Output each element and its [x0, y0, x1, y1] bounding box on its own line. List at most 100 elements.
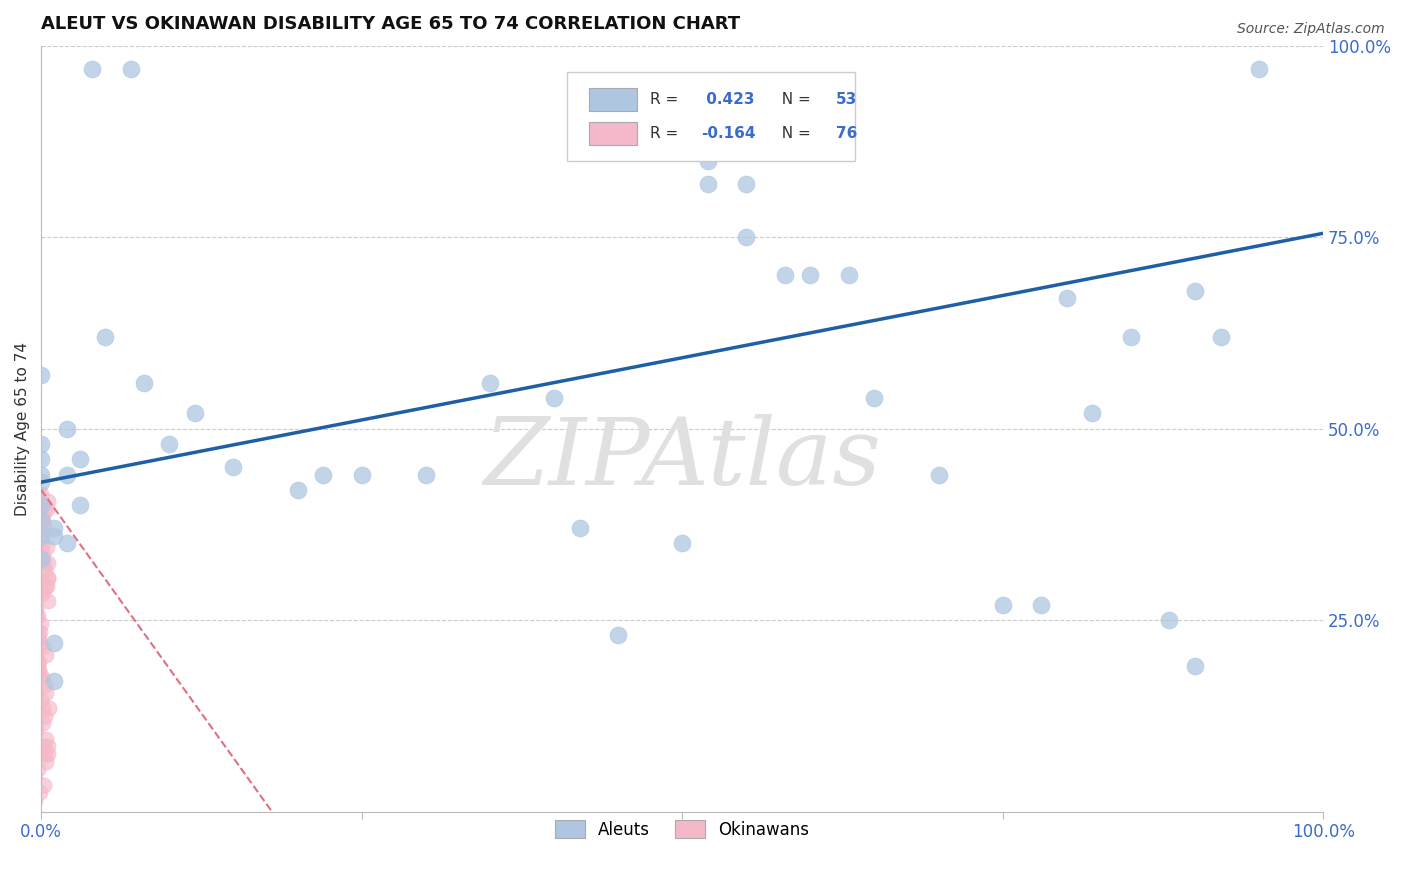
Point [1209, 329, 1232, 343]
Point [24, 770, 46, 784]
Point [32, 778, 55, 792]
Point [28, 632, 51, 647]
Point [27, 624, 49, 639]
Point [22, 533, 45, 547]
FancyBboxPatch shape [589, 87, 637, 111]
Point [35, 578, 58, 592]
Point [30, 529, 52, 543]
Text: 0.423: 0.423 [702, 92, 755, 107]
Point [34, 556, 56, 570]
Point [25, 716, 48, 731]
Point [27, 524, 49, 539]
Point [607, 628, 630, 642]
Point [37, 594, 59, 608]
FancyBboxPatch shape [567, 72, 855, 161]
Point [31, 701, 53, 715]
Point [42, 529, 65, 543]
Point [22, 724, 45, 739]
Point [132, 376, 155, 390]
Point [37, 578, 59, 592]
Point [30, 467, 52, 482]
Point [34, 739, 56, 754]
Text: R =: R = [650, 92, 683, 107]
Point [55, 421, 77, 435]
Point [25, 586, 48, 600]
Point [27, 640, 49, 654]
Point [991, 598, 1014, 612]
Point [30, 486, 52, 500]
Point [22, 708, 45, 723]
Point [22, 731, 45, 746]
Point [35, 755, 58, 769]
Point [24, 524, 46, 539]
Point [25, 548, 48, 562]
Point [34, 563, 56, 577]
Point [1029, 598, 1052, 612]
Point [37, 556, 59, 570]
Point [24, 793, 46, 807]
Text: 76: 76 [837, 127, 858, 141]
Point [25, 601, 48, 615]
Point [735, 230, 758, 244]
Point [22, 616, 45, 631]
Point [30, 368, 52, 382]
Text: ALEUT VS OKINAWAN DISABILITY AGE 65 TO 74 CORRELATION CHART: ALEUT VS OKINAWAN DISABILITY AGE 65 TO 7… [41, 15, 740, 33]
Point [37, 494, 59, 508]
Text: -0.164: -0.164 [702, 127, 756, 141]
Point [415, 467, 437, 482]
Point [31, 640, 53, 654]
FancyBboxPatch shape [589, 122, 637, 145]
Point [82, 62, 104, 76]
Point [25, 724, 48, 739]
Point [24, 517, 46, 532]
Y-axis label: Disability Age 65 to 74: Disability Age 65 to 74 [15, 342, 30, 516]
Point [31, 541, 53, 555]
Point [24, 678, 46, 692]
Point [55, 467, 77, 482]
Point [31, 509, 53, 524]
Point [28, 655, 51, 669]
Point [27, 609, 49, 624]
Point [928, 467, 950, 482]
Point [696, 177, 718, 191]
Point [38, 701, 60, 715]
Point [42, 636, 65, 650]
Point [287, 483, 309, 497]
Point [671, 536, 693, 550]
Point [312, 467, 335, 482]
Point [30, 498, 52, 512]
Text: R =: R = [650, 127, 683, 141]
Point [222, 459, 245, 474]
Point [1056, 292, 1078, 306]
Point [27, 763, 49, 777]
Point [1081, 406, 1104, 420]
Point [30, 437, 52, 451]
Point [28, 624, 51, 639]
Point [31, 616, 53, 631]
Point [1184, 284, 1206, 298]
Point [37, 739, 59, 754]
Point [37, 502, 59, 516]
Point [27, 632, 49, 647]
Point [1247, 62, 1270, 76]
Point [32, 517, 55, 532]
Point [25, 594, 48, 608]
Point [350, 467, 373, 482]
Point [184, 406, 207, 420]
Point [27, 663, 49, 677]
Point [37, 747, 59, 761]
Point [25, 686, 48, 700]
Point [94, 329, 117, 343]
Text: ZIPAtlas: ZIPAtlas [484, 414, 882, 504]
Point [478, 376, 501, 390]
Point [31, 671, 53, 685]
Point [37, 571, 59, 585]
Point [696, 153, 718, 168]
Text: 53: 53 [837, 92, 858, 107]
Point [120, 62, 142, 76]
Point [157, 437, 180, 451]
Point [799, 268, 821, 283]
Point [30, 693, 52, 707]
Point [34, 678, 56, 692]
Point [1119, 329, 1142, 343]
